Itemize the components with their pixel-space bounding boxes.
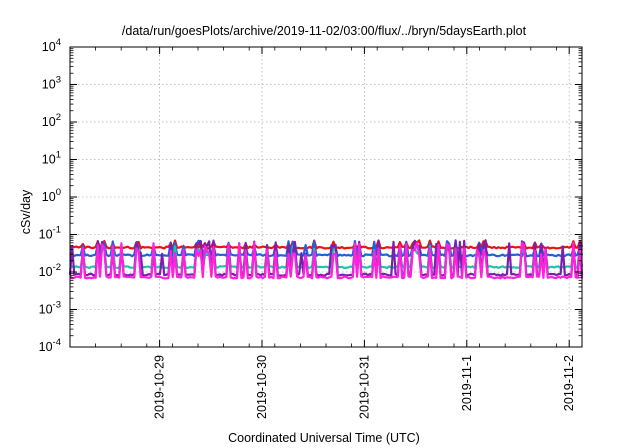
series-line-4 (68, 239, 584, 277)
y-axis-label: cSv/day (19, 189, 33, 234)
y-tick-exponent: 3 (56, 75, 61, 86)
y-tick-exponent: 2 (56, 112, 61, 123)
y-tick-label: 101 (42, 150, 61, 167)
x-tick-label: 2019-10-29 (153, 355, 167, 419)
grid-lines (70, 47, 582, 347)
y-tick-label: 10-3 (39, 300, 61, 317)
y-tick-exponent: 0 (56, 187, 61, 198)
y-tick-label: 103 (42, 75, 61, 92)
y-tick-label: 10-2 (39, 262, 61, 279)
y-tick-base: 10 (39, 303, 53, 317)
y-tick-base: 10 (39, 265, 53, 279)
y-tick-label: 100 (42, 187, 61, 204)
x-tick-label: 2019-11-1 (460, 355, 474, 411)
y-tick-exponent: -4 (53, 337, 61, 348)
y-tick-base: 10 (42, 40, 56, 54)
x-axis-label: Coordinated Universal Time (UTC) (228, 431, 420, 445)
y-tick-exponent: 4 (56, 37, 61, 48)
y-tick-base: 10 (42, 78, 56, 92)
y-tick-exponent: -3 (53, 300, 61, 311)
y-tick-label: 10-1 (39, 225, 61, 242)
chart-title: /data/run/goesPlots/archive/2019-11-02/0… (122, 24, 527, 38)
y-tick-label: 104 (42, 37, 61, 54)
y-tick-exponent: -2 (53, 262, 61, 273)
series-line-1 (69, 239, 584, 250)
data-series (68, 239, 584, 280)
series-line-2 (69, 239, 584, 258)
y-tick-label: 10-4 (39, 337, 61, 354)
y-tick-base: 10 (39, 228, 53, 242)
x-tick-label: 2019-10-31 (357, 355, 371, 419)
y-tick-base: 10 (42, 153, 56, 167)
y-tick-exponent: -1 (53, 225, 61, 236)
y-tick-exponent: 1 (56, 150, 61, 161)
series-line-5 (69, 241, 584, 280)
y-tick-base: 10 (42, 115, 56, 129)
y-tick-base: 10 (39, 340, 53, 354)
x-tick-label: 2019-11-2 (562, 355, 576, 411)
y-tick-label: 102 (42, 112, 61, 129)
y-tick-base: 10 (42, 190, 56, 204)
x-tick-label: 2019-10-30 (255, 355, 269, 419)
x-axis-ticks: 2019-10-29 2019-10-30 2019-10-31 2019-11-1 2… (95, 47, 576, 419)
